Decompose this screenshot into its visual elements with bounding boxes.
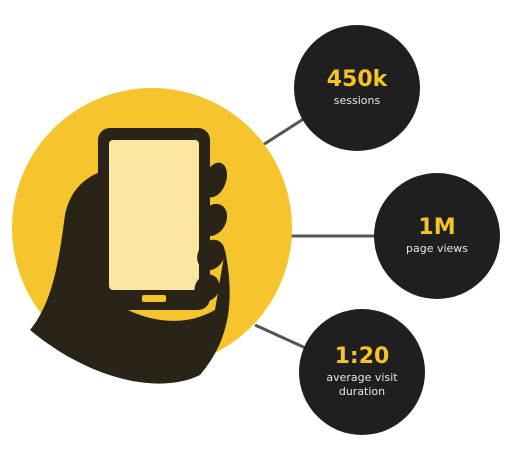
stat-circle	[294, 25, 420, 151]
finger	[194, 274, 220, 302]
finger	[197, 239, 225, 271]
stat-label: sessions	[334, 94, 381, 107]
stat-circle	[374, 173, 500, 299]
hand	[30, 172, 230, 384]
finger	[202, 162, 228, 198]
stat-value: 450k	[327, 67, 389, 92]
stat-label: page views	[406, 242, 468, 255]
connector	[254, 323, 311, 352]
stat-value: 1M	[418, 215, 455, 240]
stat-label: duration	[339, 385, 385, 398]
finger	[198, 203, 228, 237]
stat-circle	[299, 309, 425, 435]
stat-label: average visit	[326, 371, 398, 384]
phone-button	[142, 295, 166, 302]
stat-value: 1:20	[335, 344, 390, 369]
phone-screen	[109, 140, 199, 290]
